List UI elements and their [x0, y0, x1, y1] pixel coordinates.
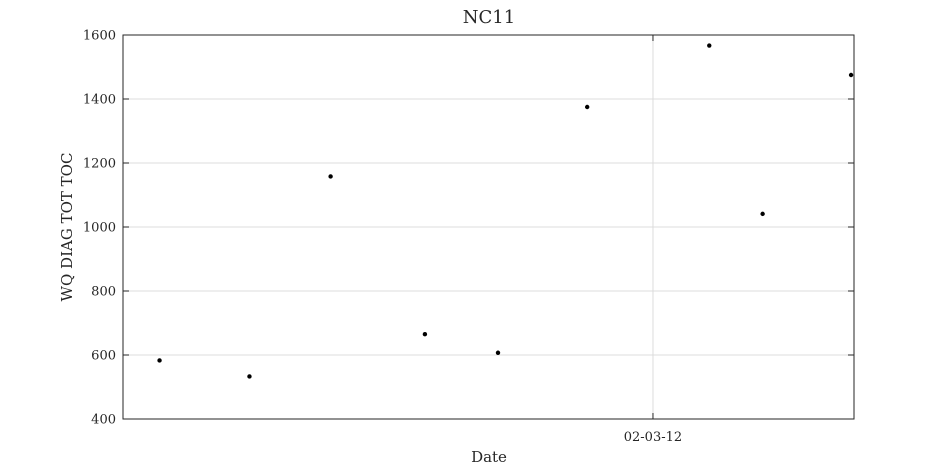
data-point [328, 174, 333, 179]
y-tick-label: 1200 [83, 157, 116, 172]
gridlines [123, 35, 854, 419]
data-point [495, 350, 501, 355]
x-axis-label: Date [471, 448, 507, 466]
y-tick-label: 400 [91, 413, 116, 428]
data-point [848, 72, 854, 78]
axis-ticks: 400 600 800 1000 1200 1400 1600 02-03-12 [83, 29, 854, 445]
data-point [157, 358, 162, 363]
data-point [422, 332, 428, 337]
y-axis-label: WQ DIAG TOT TOC [58, 153, 76, 302]
y-tick-label: 1600 [83, 29, 116, 44]
y-tick-label: 1000 [83, 221, 116, 236]
y-tick-label: 800 [91, 285, 116, 300]
y-tick-label: 600 [91, 349, 116, 364]
chart-title: NC11 [463, 7, 515, 28]
data-point [707, 43, 712, 48]
data-point [247, 374, 252, 379]
y-tick-label: 1400 [83, 93, 116, 108]
data-point [760, 211, 765, 217]
data-point [584, 104, 590, 110]
data-points [157, 43, 854, 379]
x-tick-label: 02-03-12 [624, 430, 682, 445]
